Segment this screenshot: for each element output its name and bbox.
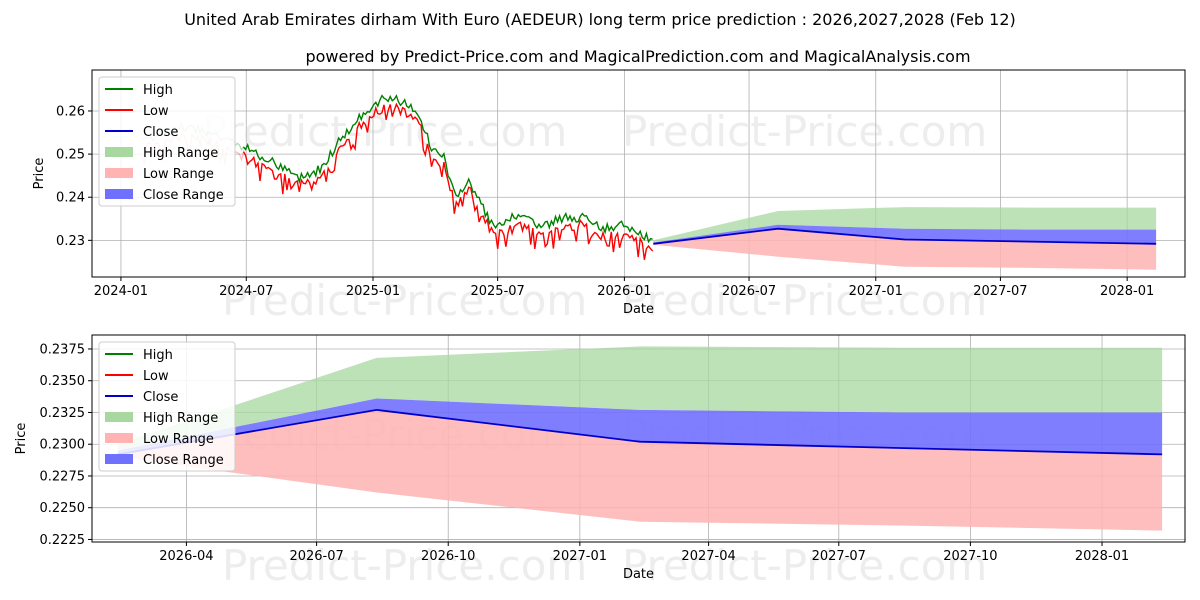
legend-label: Low (143, 104, 169, 119)
x-axis-label: Date (623, 567, 654, 582)
plot-frame (91, 334, 1186, 543)
legend-swatch (105, 168, 133, 178)
chart-title: United Arab Emirates dirham With Euro (A… (184, 10, 1016, 29)
legend-swatch (105, 189, 133, 199)
y-tick-label: 0.23 (56, 234, 85, 249)
legend-swatch (105, 412, 133, 422)
y-tick-label: 0.24 (56, 191, 85, 206)
x-tick-label: 2027-10 (943, 549, 997, 564)
plot-frame (91, 69, 1186, 278)
high-range-band (117, 346, 1163, 451)
watermark-text: Predict-Price.com (202, 107, 567, 156)
y-tick-label: 0.2250 (40, 501, 86, 516)
legend-label: High Range (143, 411, 218, 426)
y-tick-label: 0.2275 (40, 469, 86, 484)
legend-label: Low (143, 369, 169, 384)
legend-label: High (143, 348, 173, 363)
low-range-band (117, 409, 1163, 531)
x-tick-label: 2025-01 (346, 284, 400, 299)
legend-swatch (105, 433, 133, 443)
x-axis-label: Date (623, 302, 654, 317)
x-tick-label: 2024-07 (219, 284, 273, 299)
legend-label: High Range (143, 146, 218, 161)
y-axis-label: Price (14, 423, 29, 455)
x-tick-label: 2026-07 (289, 549, 343, 564)
low-range-band (653, 228, 1157, 270)
chart-subtitle: powered by Predict-Price.com and Magical… (305, 47, 970, 66)
close-forecast-line (653, 227, 1157, 245)
y-tick-label: 0.25 (56, 148, 85, 163)
x-tick-label: 2027-01 (553, 549, 607, 564)
close-forecast-line (117, 408, 1163, 456)
overview-panel: Predict-Price.com Predict-Price.com Predic… (32, 69, 1186, 325)
close-range-band (653, 224, 1157, 244)
y-tick-label: 0.26 (56, 104, 85, 119)
legend-label: Low Range (143, 167, 214, 182)
close-range-band (117, 398, 1163, 455)
watermark-text: Predict-Price.com (622, 276, 987, 325)
legend-swatch (105, 147, 133, 157)
y-tick-label: 0.2300 (40, 438, 86, 453)
x-tick-label: 2024-01 (94, 284, 148, 299)
watermark-text: Predict-Price.com (222, 541, 587, 590)
x-tick-label: 2026-01 (597, 284, 651, 299)
legend-swatch (105, 454, 133, 464)
x-tick-label: 2026-04 (159, 549, 213, 564)
x-tick-label: 2025-07 (470, 284, 524, 299)
x-tick-label: 2027-01 (849, 284, 903, 299)
legend-label: Close Range (143, 188, 224, 203)
x-tick-label: 2028-01 (1100, 284, 1154, 299)
legend-label: Close Range (143, 453, 224, 468)
low-history-line (242, 102, 654, 260)
watermark-text: Predict-Price.com (622, 107, 987, 156)
x-tick-label: 2026-10 (421, 549, 475, 564)
legend-label: Close (143, 125, 178, 140)
forecast-zoom-panel: Predict-Price.comPredict-Price.comPredic… (14, 334, 1186, 590)
legend-label: High (143, 83, 173, 98)
legend: High Low Close High Range Low Range Close Ran… (98, 76, 236, 207)
x-tick-label: 2028-01 (1075, 549, 1129, 564)
x-tick-label: 2027-07 (973, 284, 1027, 299)
y-tick-label: 0.2375 (40, 342, 86, 357)
x-tick-label: 2026-07 (722, 284, 776, 299)
x-tick-label: 2027-04 (681, 549, 735, 564)
watermark-text: Predict-Price.com (622, 541, 987, 590)
legend-label: Close (143, 390, 178, 405)
watermark-text: Predict-Price.com (222, 276, 587, 325)
legend: High Low Close High Range Low Range Close Ran… (98, 341, 236, 472)
legend-label: Low Range (143, 432, 214, 447)
high-history-line (242, 94, 653, 244)
high-range-band (653, 207, 1157, 243)
y-tick-label: 0.2225 (40, 533, 86, 548)
x-tick-label: 2027-07 (812, 549, 866, 564)
y-axis-label: Price (32, 158, 47, 190)
y-tick-label: 0.2350 (40, 374, 86, 389)
y-tick-label: 0.2325 (40, 406, 86, 421)
